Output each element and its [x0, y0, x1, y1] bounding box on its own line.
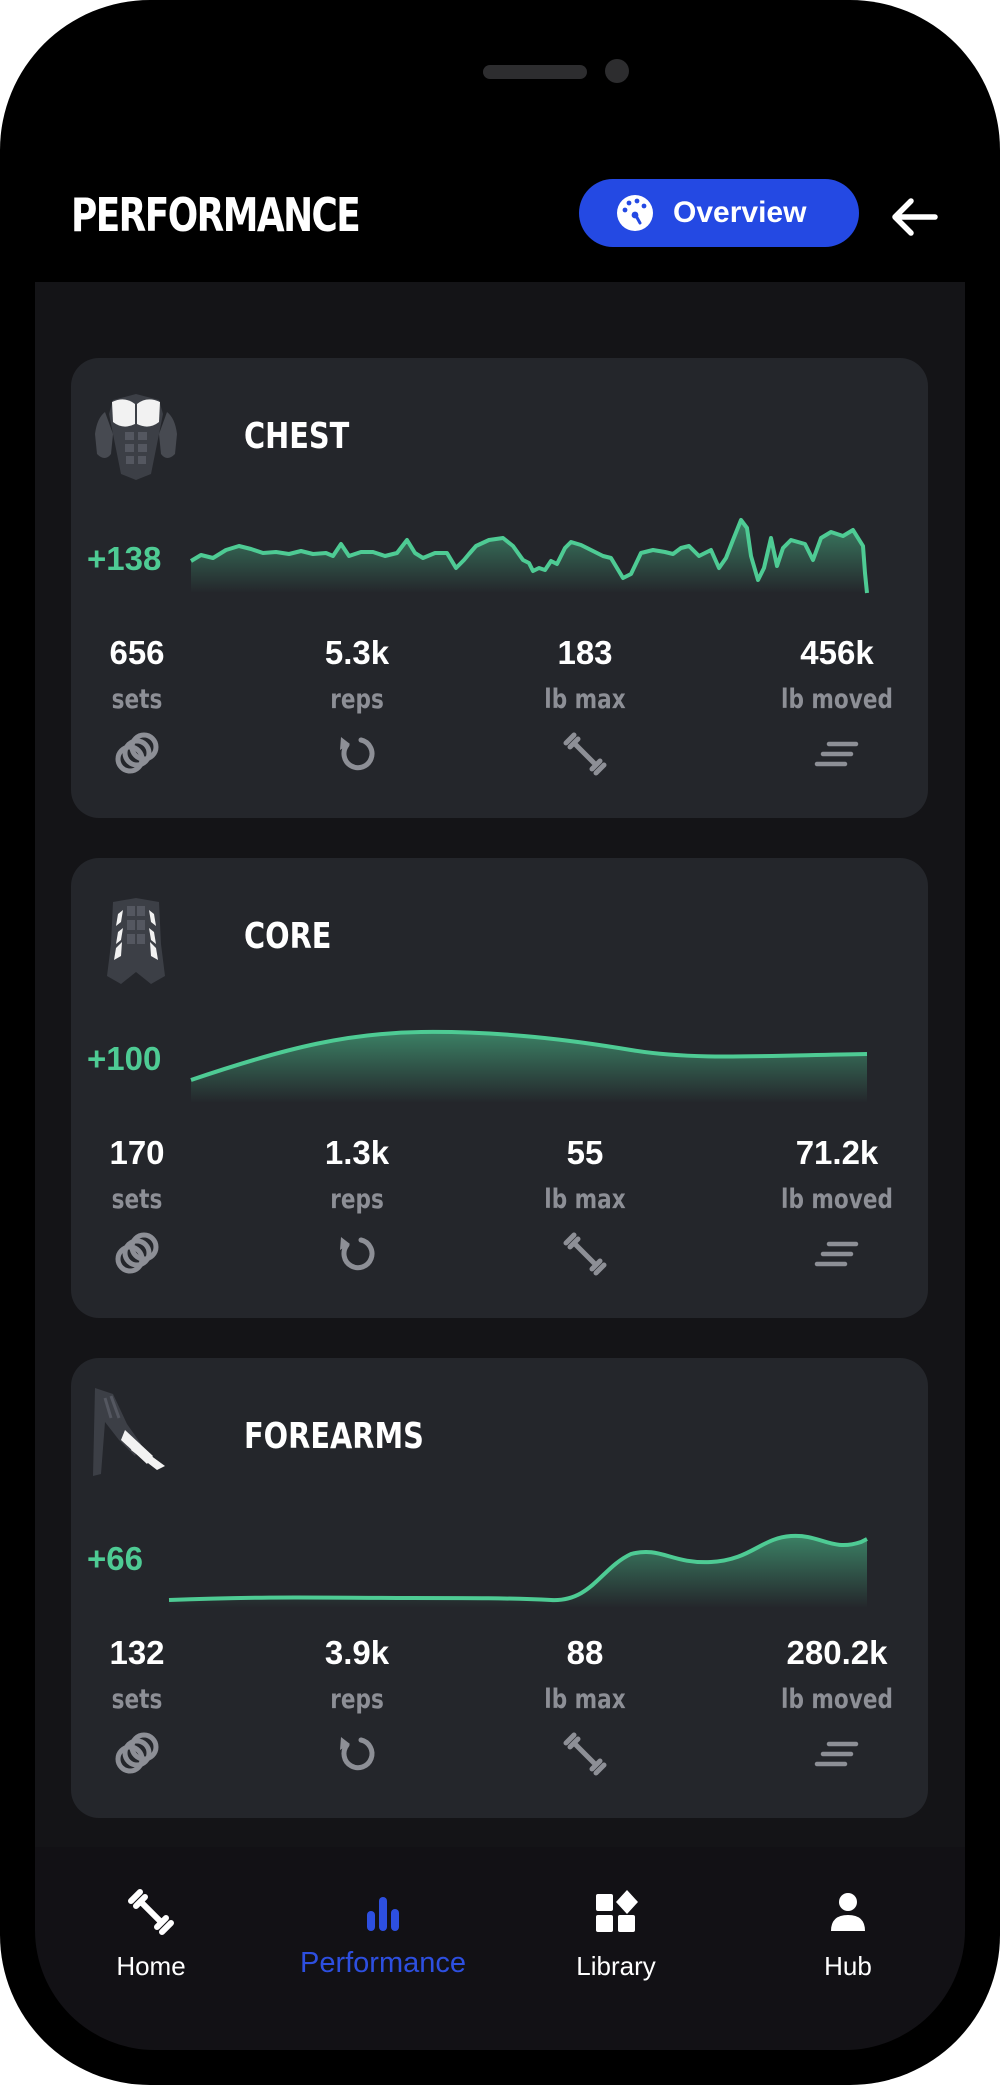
stat-reps: 1.3k reps [257, 1134, 457, 1279]
stat-label: reps [330, 1684, 384, 1715]
stat-label: reps [330, 684, 384, 715]
tab-label: Home [116, 1951, 186, 1981]
repeat-icon [332, 1729, 382, 1779]
stat-lb-moved: 280.2k lb moved [737, 1634, 937, 1779]
stat-value: 456k [800, 634, 874, 671]
card-title: CHEST [244, 416, 350, 457]
trend-sparkline [190, 1029, 868, 1103]
stat-label: sets [111, 1184, 163, 1215]
back-arrow-icon[interactable] [885, 192, 945, 242]
repeat-icon [332, 1229, 382, 1279]
stat-label: sets [111, 1684, 163, 1715]
stat-label: lb moved [781, 1184, 893, 1215]
muscle-card-core[interactable]: CORE +100 170 sets [71, 858, 928, 1318]
stat-value: 88 [566, 1634, 604, 1671]
stat-label: lb max [544, 684, 626, 715]
stat-label: lb max [544, 1184, 626, 1215]
stat-reps: 5.3k reps [257, 634, 457, 779]
trend-sparkline [189, 518, 869, 594]
stat-lb-moved: 71.2k lb moved [737, 1134, 937, 1279]
muscle-card-chest[interactable]: CHEST +138 656 sets [71, 358, 928, 818]
stat-value: 280.2k [786, 1634, 888, 1671]
tab-performance[interactable]: Performance [283, 1887, 483, 1980]
stat-label: reps [330, 1184, 384, 1215]
stat-value: 71.2k [795, 1134, 879, 1171]
gauge-icon [615, 193, 655, 233]
weight-lines-icon [812, 1229, 862, 1279]
overview-button-label: Overview [673, 196, 807, 229]
bar-chart-icon [358, 1887, 408, 1937]
delta-value: +138 [87, 540, 162, 577]
rings-icon [112, 1729, 162, 1779]
person-icon [823, 1887, 873, 1937]
stat-value: 3.9k [324, 1634, 390, 1671]
stat-value: 132 [109, 1634, 165, 1671]
stat-lb-max: 55 lb max [485, 1134, 685, 1279]
card-title: FOREARMS [244, 1416, 424, 1457]
stat-lb-max: 183 lb max [485, 634, 685, 779]
forearm-muscle-icon [91, 1384, 181, 1484]
page-title: PERFORMANCE [71, 188, 361, 242]
tab-library[interactable]: Library [516, 1887, 716, 1982]
weight-lines-icon [812, 1729, 862, 1779]
delta-value: +100 [87, 1040, 162, 1077]
weight-lines-icon [812, 729, 862, 779]
stat-label: sets [111, 684, 163, 715]
stat-sets: 170 sets [37, 1134, 237, 1279]
tab-home[interactable]: Home [51, 1887, 251, 1982]
app-screen: PERFORMANCE Overview [35, 20, 965, 2050]
stat-label: lb moved [781, 684, 893, 715]
stat-value: 5.3k [324, 634, 390, 671]
dumbbell-icon [560, 1729, 610, 1779]
stat-value: 656 [109, 634, 165, 671]
stat-value: 170 [109, 1134, 165, 1171]
card-title: CORE [244, 916, 332, 957]
overview-button[interactable]: Overview [579, 179, 859, 247]
speaker-notch [483, 65, 587, 79]
stat-value: 55 [566, 1134, 604, 1171]
rings-icon [112, 729, 162, 779]
tab-label: Performance [299, 1947, 466, 1979]
library-icon [591, 1887, 641, 1937]
dumbbell-icon [560, 1229, 610, 1279]
stat-lb-moved: 456k lb moved [737, 634, 937, 779]
dumbbell-icon [560, 729, 610, 779]
stat-sets: 656 sets [37, 634, 237, 779]
muscle-card-forearms[interactable]: FOREARMS +66 132 sets [71, 1358, 928, 1818]
stat-reps: 3.9k reps [257, 1634, 457, 1779]
chest-muscle-icon [91, 384, 181, 484]
stat-label: lb moved [781, 1684, 893, 1715]
stat-value: 1.3k [324, 1134, 390, 1171]
stat-lb-max: 88 lb max [485, 1634, 685, 1779]
bottom-tab-bar: Home Performance Library Hub [35, 1847, 965, 2050]
core-muscle-icon [91, 884, 181, 984]
stat-sets: 132 sets [37, 1634, 237, 1779]
tab-label: Hub [824, 1951, 872, 1981]
rings-icon [112, 1229, 162, 1279]
repeat-icon [332, 729, 382, 779]
header: PERFORMANCE Overview [35, 20, 965, 282]
stat-label: lb max [544, 1684, 626, 1715]
performance-list: CHEST +138 656 sets [35, 282, 965, 1847]
camera-dot [605, 59, 629, 83]
stat-value: 183 [557, 634, 613, 671]
dumbbell-icon [126, 1887, 176, 1937]
tab-label: Library [576, 1951, 656, 1981]
delta-value: +66 [87, 1540, 143, 1577]
tab-hub[interactable]: Hub [748, 1887, 948, 1982]
trend-sparkline [168, 1533, 868, 1608]
